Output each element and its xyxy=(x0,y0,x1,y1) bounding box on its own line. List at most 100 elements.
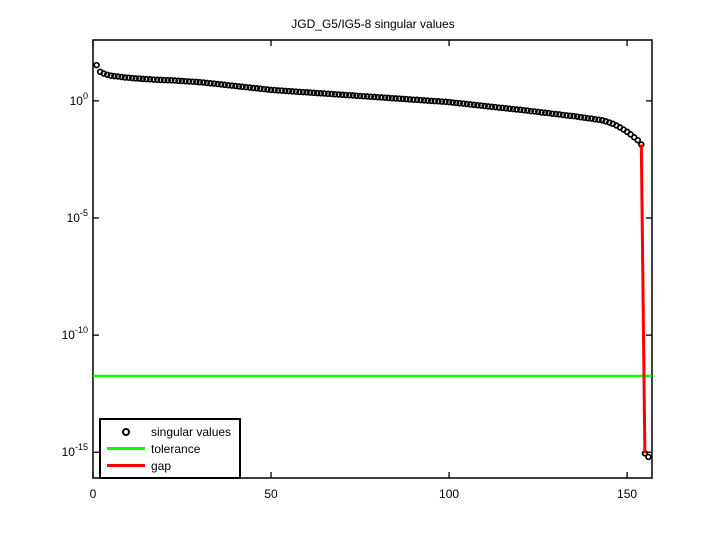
data-point-marker xyxy=(427,97,435,105)
data-point-marker xyxy=(552,110,560,118)
data-point-marker xyxy=(107,72,115,79)
data-point-marker xyxy=(306,89,314,96)
data-point-marker xyxy=(189,78,196,85)
data-point-marker xyxy=(570,112,577,120)
data-point-marker xyxy=(285,87,293,95)
data-point-marker xyxy=(153,76,161,84)
data-point-marker xyxy=(157,76,164,84)
data-point-marker xyxy=(581,114,588,121)
data-point-marker xyxy=(463,100,471,108)
x-tick-label: 150 xyxy=(617,487,637,501)
data-point-marker xyxy=(235,83,243,90)
data-point-marker xyxy=(225,81,232,89)
data-point-marker xyxy=(353,92,360,99)
legend-item-gap: gap xyxy=(101,457,239,474)
data-point-marker xyxy=(228,82,236,89)
data-point-marker xyxy=(524,107,531,114)
data-point-marker xyxy=(207,80,214,87)
data-point-marker xyxy=(595,116,602,123)
x-tick-label: 0 xyxy=(90,487,97,501)
data-point-marker xyxy=(100,70,107,77)
y-tick-label: 10-10 xyxy=(62,325,88,342)
data-point-marker xyxy=(449,99,456,106)
data-point-marker xyxy=(103,71,111,78)
data-point-marker xyxy=(534,108,542,116)
data-point-marker xyxy=(232,82,239,90)
data-point-marker xyxy=(435,98,442,105)
data-point-marker xyxy=(520,106,528,114)
data-point-marker xyxy=(474,101,481,109)
data-point-marker xyxy=(392,95,399,102)
data-point-marker xyxy=(406,96,414,103)
data-point-marker xyxy=(278,87,285,94)
data-point-marker xyxy=(381,94,389,101)
data-point-marker xyxy=(584,114,592,122)
data-point-marker xyxy=(431,97,439,105)
data-point-marker xyxy=(559,111,567,119)
data-point-marker xyxy=(573,113,581,120)
data-point-marker xyxy=(442,98,449,106)
data-point-marker xyxy=(331,91,339,98)
data-point-marker xyxy=(314,89,321,97)
data-point-marker xyxy=(242,83,250,91)
data-point-marker xyxy=(588,115,595,122)
data-point-marker xyxy=(395,95,403,102)
data-point-marker xyxy=(193,78,200,86)
data-point-marker xyxy=(246,84,253,91)
data-point-marker xyxy=(577,113,585,121)
data-point-marker xyxy=(467,101,474,108)
data-point-marker xyxy=(143,75,150,83)
legend: singular values tolerance gap xyxy=(99,418,241,479)
legend-swatch xyxy=(101,427,151,436)
gap-line xyxy=(639,144,647,454)
data-point-marker xyxy=(267,86,275,94)
data-point-marker xyxy=(531,108,538,115)
data-point-marker xyxy=(477,102,485,109)
data-point-marker xyxy=(200,79,207,86)
data-point-marker xyxy=(264,86,271,93)
axes-box xyxy=(92,39,653,479)
data-point-marker xyxy=(335,91,342,98)
data-point-marker xyxy=(513,106,520,113)
data-point-marker xyxy=(160,76,168,84)
singular-values-series xyxy=(93,61,652,461)
y-tick-label: 10-15 xyxy=(62,442,88,459)
data-point-marker xyxy=(114,73,122,80)
legend-label-singular-values: singular values xyxy=(151,424,232,439)
data-point-marker xyxy=(410,96,417,103)
data-point-marker xyxy=(260,85,268,93)
data-point-marker xyxy=(566,112,574,120)
data-point-marker xyxy=(356,92,364,100)
chart-title: JGD_G5/IG5-8 singular values xyxy=(291,17,455,31)
data-point-marker xyxy=(598,117,606,124)
data-point-marker xyxy=(502,105,510,112)
data-point-marker xyxy=(136,75,143,82)
data-point-marker xyxy=(203,79,211,87)
data-point-marker xyxy=(139,75,147,83)
data-point-marker xyxy=(321,90,328,97)
open-circle-marker-icon xyxy=(122,427,130,436)
data-point-marker xyxy=(292,88,300,95)
data-point-marker xyxy=(128,74,136,82)
data-point-marker xyxy=(121,74,129,81)
data-point-marker xyxy=(506,105,513,112)
data-point-marker xyxy=(452,99,460,107)
data-point-marker xyxy=(217,81,225,88)
data-point-marker xyxy=(591,115,599,123)
data-point-marker xyxy=(517,106,524,114)
data-point-marker xyxy=(196,78,204,86)
legend-item-tolerance: tolerance xyxy=(101,440,239,457)
data-point-marker xyxy=(168,77,175,84)
data-point-marker xyxy=(634,136,642,144)
data-point-marker xyxy=(317,90,325,97)
data-point-marker xyxy=(118,73,125,81)
y-tick-label: 10-5 xyxy=(67,208,88,225)
data-point-marker xyxy=(324,90,332,98)
data-point-marker xyxy=(460,100,467,107)
x-tick-label: 50 xyxy=(264,487,278,501)
data-point-marker xyxy=(257,85,264,92)
data-point-marker xyxy=(481,102,488,110)
data-point-marker xyxy=(438,98,446,105)
data-point-marker xyxy=(210,80,218,87)
data-point-marker xyxy=(299,88,307,96)
